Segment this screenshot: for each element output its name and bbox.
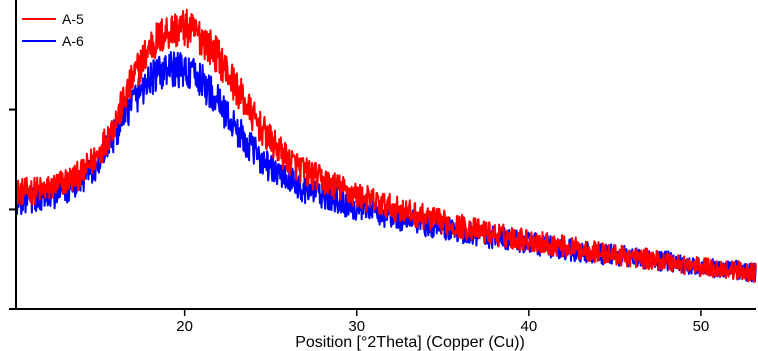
x-tick-label-0: 20: [176, 318, 193, 335]
legend-label-a5: A-5: [62, 11, 84, 27]
legend-label-a6: A-6: [62, 33, 84, 49]
x-tick-label-3: 50: [693, 318, 710, 335]
x-axis-ticks: 20 30 40 50: [176, 309, 709, 335]
series-line-a5: [15, 8, 757, 284]
y-axis-ticks: [9, 108, 16, 310]
x-tick-label-1: 30: [348, 318, 365, 335]
x-tick-label-2: 40: [520, 318, 537, 335]
legend: A-5 A-6: [22, 11, 84, 49]
series-layer: [15, 8, 757, 284]
x-axis-title: Position [°2Theta] (Copper (Cu)): [295, 334, 525, 351]
